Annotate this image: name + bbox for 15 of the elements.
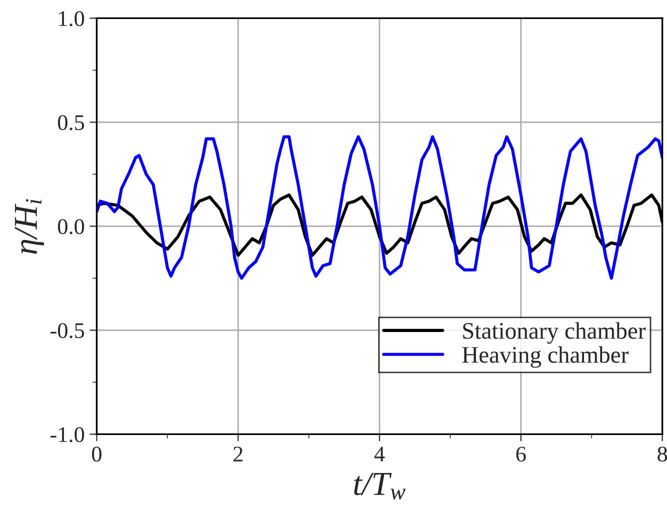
y-tick-label: 0.0 xyxy=(58,219,84,234)
y-tick-label: -0.5 xyxy=(50,323,84,338)
y-tick-label: -1.0 xyxy=(50,427,84,442)
legend-label: Heaving chamber xyxy=(462,346,629,368)
x-tick-label: 6 xyxy=(516,446,526,462)
y-tick-label: 1.0 xyxy=(59,11,84,26)
y-axis-title: η/H$_{i}$ xyxy=(14,199,44,254)
line-series xyxy=(96,135,662,280)
x-tick-label: 0 xyxy=(92,446,102,462)
y-tick-label: 0.5 xyxy=(58,115,84,130)
x-tick-label: 4 xyxy=(374,446,385,462)
legend-label: Stationary chamber xyxy=(463,322,646,344)
x-axis-title: t/T$_{w}$ xyxy=(354,472,406,500)
x-tick-label: 2 xyxy=(234,446,242,462)
x-tick-label: 8 xyxy=(658,446,667,462)
